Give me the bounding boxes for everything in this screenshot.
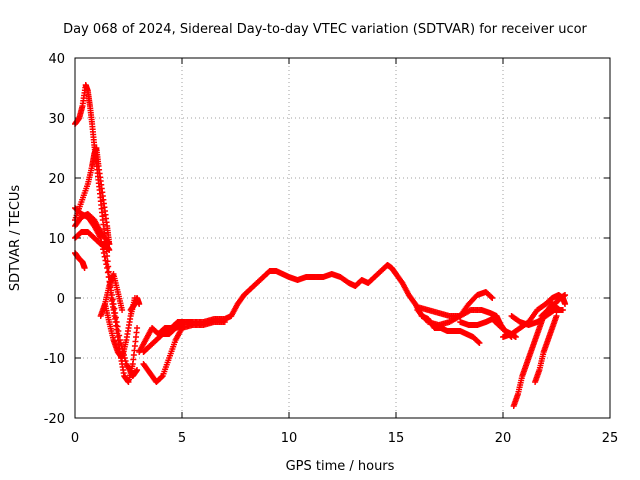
series-late-1 xyxy=(500,292,569,340)
data-point xyxy=(122,358,129,364)
data-point xyxy=(116,332,123,339)
y-tick-label: 40 xyxy=(48,52,65,67)
series-branch-2 xyxy=(414,289,496,328)
data-point xyxy=(562,301,569,307)
series-late-5 xyxy=(538,292,569,319)
x-tick-label: 15 xyxy=(388,431,405,446)
series-track-f xyxy=(72,250,88,271)
series-main-lower xyxy=(140,319,228,385)
data-point xyxy=(109,296,116,303)
data-point xyxy=(562,292,569,298)
data-point xyxy=(112,310,119,316)
data-point xyxy=(134,325,141,331)
data-point xyxy=(103,261,110,268)
chart-title: Day 068 of 2024, Sidereal Day-to-day VTE… xyxy=(63,22,587,37)
data-point xyxy=(136,301,143,307)
data-point xyxy=(100,250,107,256)
data-point xyxy=(112,314,119,321)
data-point xyxy=(488,294,495,301)
series-track-e xyxy=(72,229,113,253)
y-tick-label: 0 xyxy=(57,292,65,307)
data-point xyxy=(179,322,185,328)
series-track-d xyxy=(72,211,113,247)
data-point xyxy=(476,340,483,346)
x-axis-label: GPS time / hours xyxy=(286,459,395,474)
x-tick-label: 20 xyxy=(495,431,512,446)
x-tick-label: 25 xyxy=(602,431,619,446)
series-track-h xyxy=(101,295,138,361)
data-point xyxy=(104,269,111,276)
data-points xyxy=(72,82,569,409)
data-point xyxy=(512,334,519,340)
grid-lines xyxy=(75,58,610,418)
data-point xyxy=(114,323,121,330)
data-point xyxy=(104,265,111,271)
data-point xyxy=(101,253,108,260)
data-point xyxy=(475,339,482,346)
data-point xyxy=(102,257,109,264)
data-point xyxy=(559,307,566,313)
y-tick-label: 20 xyxy=(48,172,65,187)
series-track-g xyxy=(97,271,126,319)
data-point xyxy=(116,337,123,343)
y-tick-label: -10 xyxy=(44,352,65,367)
data-point xyxy=(489,295,496,301)
data-point xyxy=(117,340,124,346)
series-track-i xyxy=(127,295,143,313)
x-tick-label: 10 xyxy=(281,431,298,446)
data-point xyxy=(553,313,560,319)
series-main-upper xyxy=(140,322,185,355)
y-tick-label: 30 xyxy=(48,112,65,127)
y-tick-label: -20 xyxy=(44,412,65,427)
data-point xyxy=(113,319,120,325)
y-tick-label: 10 xyxy=(48,232,65,247)
data-point xyxy=(134,367,141,373)
data-point xyxy=(110,301,117,307)
data-point xyxy=(115,328,122,334)
data-point xyxy=(119,307,126,313)
x-tick-label: 5 xyxy=(178,431,186,446)
data-point xyxy=(106,247,113,253)
x-tick-label: 0 xyxy=(71,431,79,446)
y-axis-label: SDTVAR / TECUs xyxy=(8,185,23,292)
plot-frame xyxy=(74,57,611,419)
data-point xyxy=(111,305,118,312)
data-point xyxy=(81,265,88,271)
data-point xyxy=(221,319,228,325)
series-late-4 xyxy=(532,313,560,385)
data-point xyxy=(105,268,112,275)
